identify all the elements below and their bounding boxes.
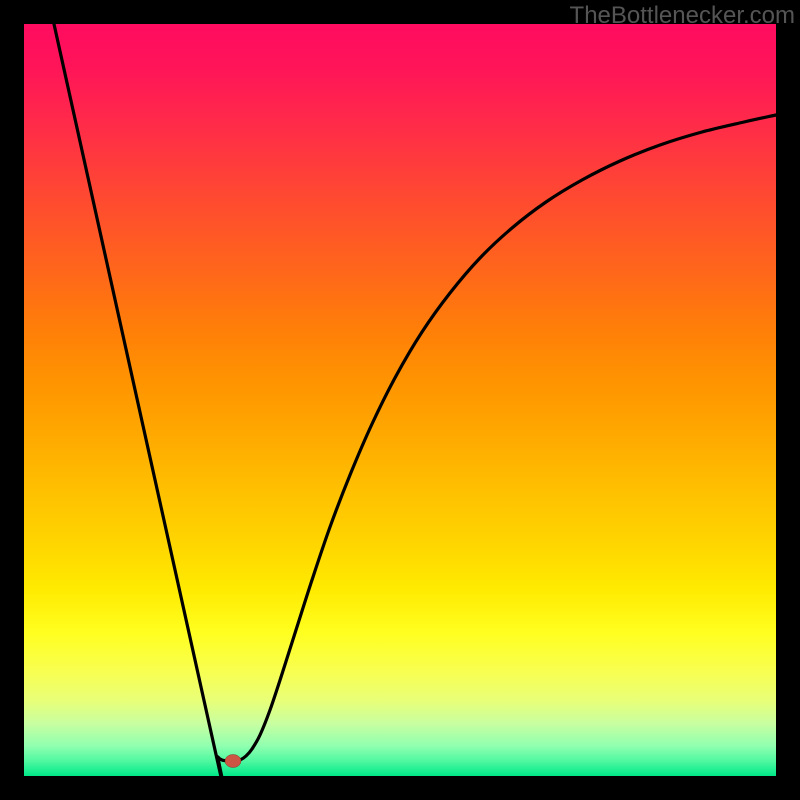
chart-container: TheBottlenecker.com (0, 0, 800, 800)
bottleneck-chart (0, 0, 800, 800)
watermark-text: TheBottlenecker.com (570, 2, 795, 30)
optimal-point-marker (225, 755, 241, 768)
